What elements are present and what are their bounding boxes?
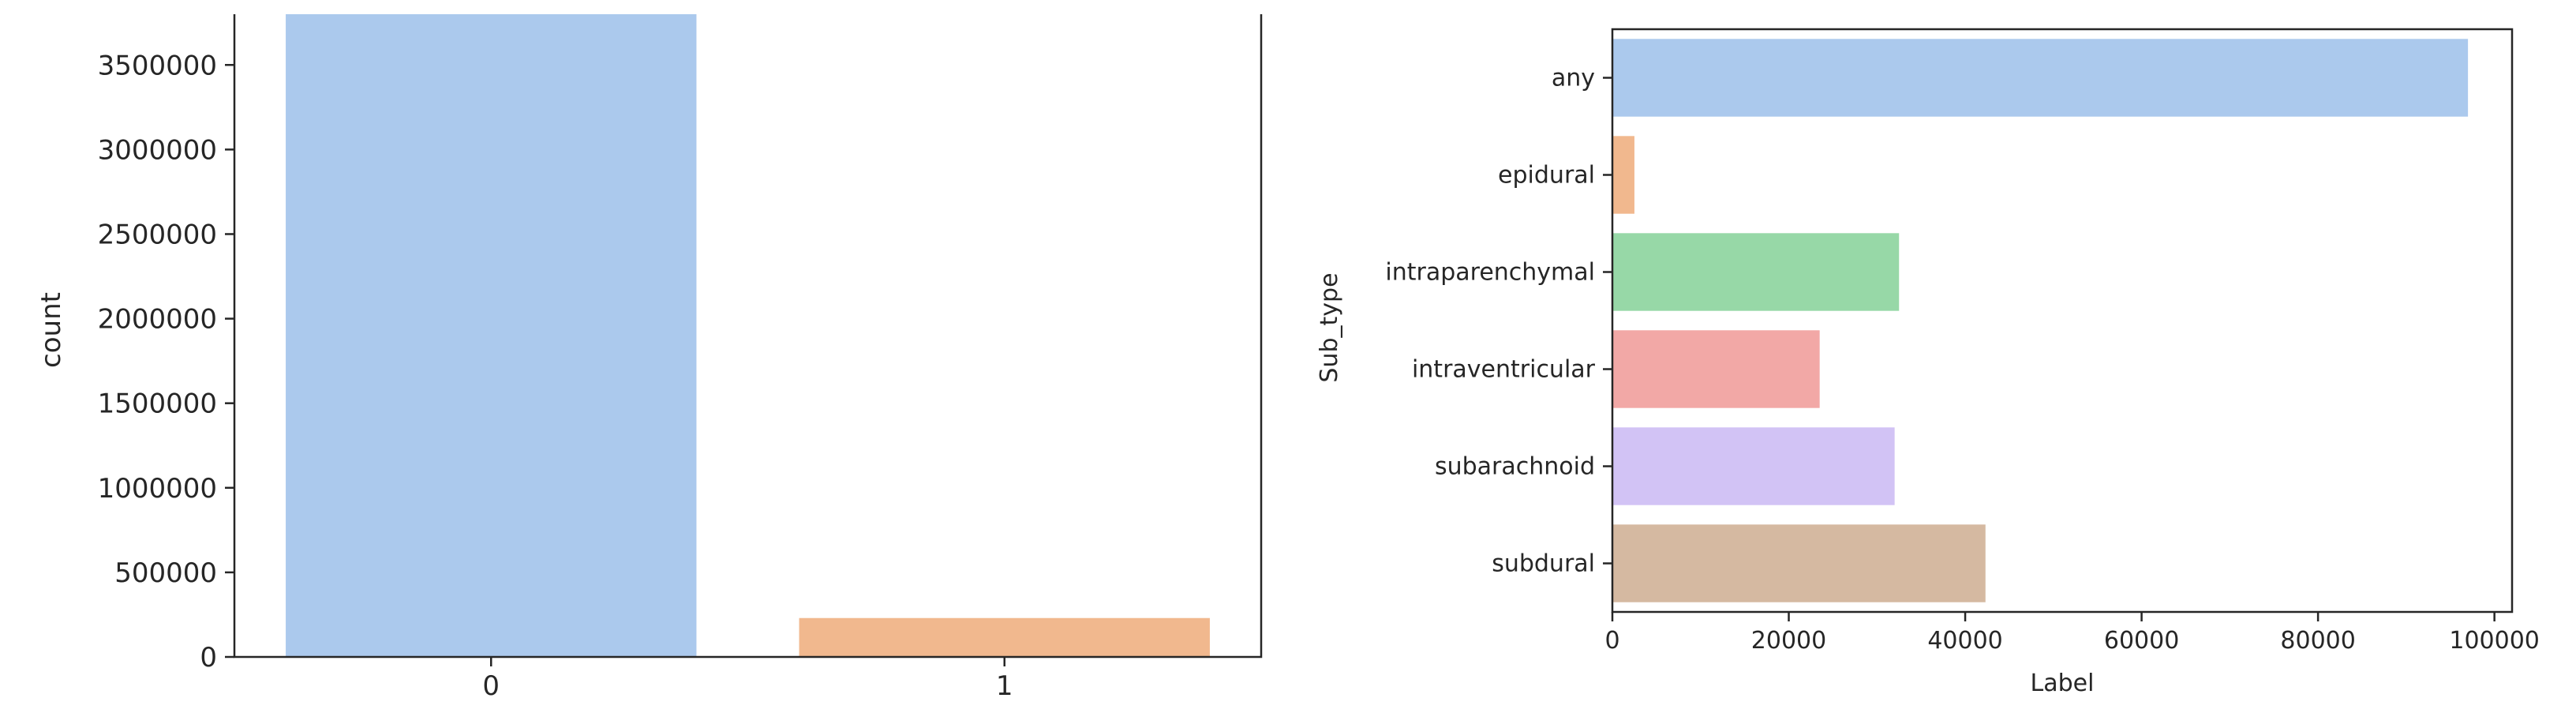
right-chart: any epidural intraparenchymal intraventricu… bbox=[1316, 28, 2540, 697]
left-y-tick-label: 1000000 bbox=[98, 473, 217, 505]
left-x-tick-label: 0 bbox=[482, 670, 500, 702]
left-chart: 0 500000 1000000 1500000 2000000 2500000 30000… bbox=[36, 14, 1263, 702]
right-bar-subdural bbox=[1612, 524, 1986, 602]
left-bar-1 bbox=[799, 617, 1210, 657]
right-y-tick-label: subdural bbox=[1492, 550, 1595, 578]
right-bar-intraparenchymal bbox=[1612, 233, 1900, 311]
right-y-tick-label: epidural bbox=[1498, 162, 1595, 190]
right-x-axis-label: Label bbox=[2031, 670, 2095, 697]
right-x-tick-label: 100000 bbox=[2449, 627, 2540, 655]
left-axis-frame bbox=[233, 14, 1263, 659]
right-bar-subarachnoid bbox=[1612, 427, 1895, 505]
right-bar-intraventricular bbox=[1612, 330, 1820, 408]
right-y-axis-label: Sub_type bbox=[1316, 272, 1343, 382]
right-y-tick-label: any bbox=[1552, 65, 1595, 92]
left-y-tick-label: 2500000 bbox=[98, 219, 217, 250]
right-y-tick-label: intraparenchymal bbox=[1385, 259, 1595, 287]
right-y-tick-label: subarachnoid bbox=[1435, 453, 1595, 481]
right-x-tick-label: 0 bbox=[1604, 627, 1619, 655]
right-x-tick-label: 40000 bbox=[1927, 627, 2002, 655]
left-x-tick-label: 1 bbox=[996, 670, 1013, 702]
right-x-tick-label: 20000 bbox=[1751, 627, 1826, 655]
right-y-tick-label: intraventricular bbox=[1412, 356, 1596, 384]
left-y-tick-label: 2000000 bbox=[98, 304, 217, 336]
right-bar-any bbox=[1612, 39, 2469, 117]
right-axis-frame bbox=[1611, 28, 2514, 614]
left-y-tick-label: 500000 bbox=[114, 557, 217, 589]
left-bar-0 bbox=[286, 14, 697, 657]
left-y-tick-label: 3000000 bbox=[98, 134, 217, 166]
left-y-tick-label: 1500000 bbox=[98, 388, 217, 420]
right-x-tick-label: 60000 bbox=[2104, 627, 2179, 655]
left-y-tick-label: 0 bbox=[200, 642, 217, 674]
right-x-tick-label: 80000 bbox=[2280, 627, 2355, 655]
left-y-tick-label: 3500000 bbox=[98, 50, 217, 81]
right-bar-epidural bbox=[1612, 136, 1634, 214]
left-y-axis-label: count bbox=[36, 292, 67, 368]
